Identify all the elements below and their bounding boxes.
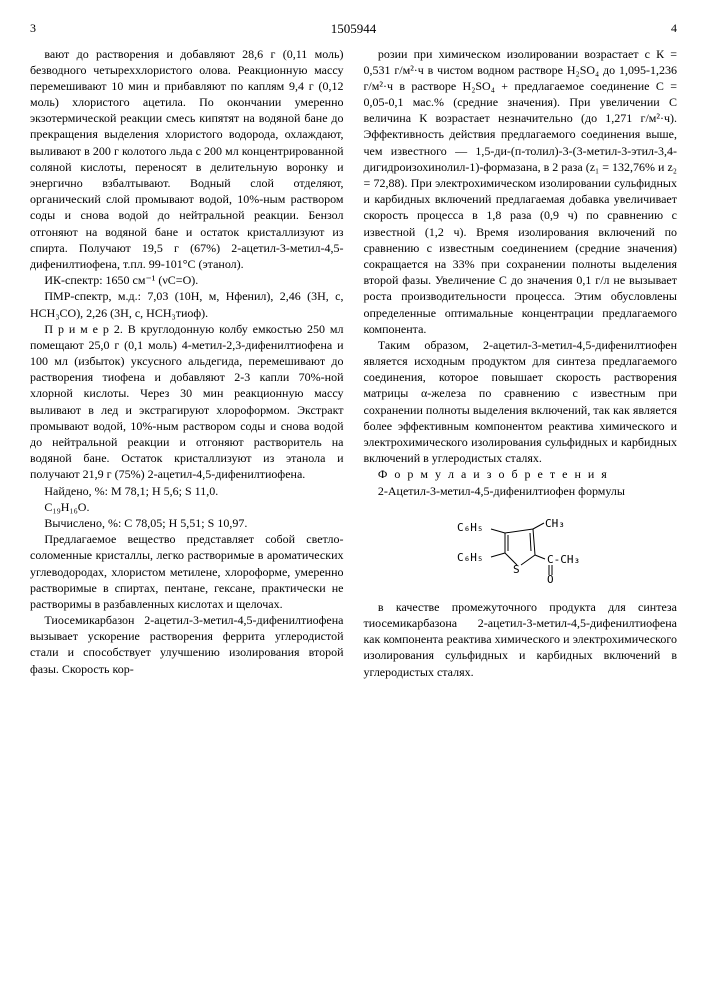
paragraph: 2-Ацетил-3-метил-4,5-дифенилтиофен форму…: [364, 483, 678, 499]
paragraph: вают до растворения и добавляют 28,6 г (…: [30, 46, 344, 273]
left-column: вают до растворения и добавляют 28,6 г (…: [30, 46, 344, 680]
paragraph: C₁₉H₁₆O.: [30, 499, 344, 515]
paragraph: Тиосемикарбазон 2-ацетил-3-метил-4,5-диф…: [30, 612, 344, 677]
label-coch3: C-CH₃: [547, 553, 580, 566]
page-header: 3 1505944 4: [30, 20, 677, 38]
paragraph: розии при химическом изолировании возрас…: [364, 46, 678, 337]
paragraph: ИК-спектр: 1650 см⁻¹ (νC=O).: [30, 272, 344, 288]
paragraph: ПМР-спектр, м.д.: 7,03 (10H, м, Hфенил),…: [30, 288, 344, 320]
patent-number: 1505944: [36, 20, 671, 38]
label-c6h5-1: C₆H₅: [457, 521, 484, 534]
page-number-right: 4: [671, 20, 677, 38]
label-ch3: CH₃: [545, 517, 565, 530]
formula-heading: Ф о р м у л а и з о б р е т е н и я: [364, 466, 678, 482]
paragraph: Вычислено, %: С 78,05; Н 5,51; S 10,97.: [30, 515, 344, 531]
label-c6h5-2: C₆H₅: [457, 551, 484, 564]
paragraph: Таким образом, 2-ацетил-3-метил-4,5-дифе…: [364, 337, 678, 467]
two-column-layout: вают до растворения и добавляют 28,6 г (…: [30, 46, 677, 680]
chemical-structure: C₆H₅ C₆H₅ CH₃ S C-CH₃ O: [364, 509, 678, 589]
thiophene-structure-svg: C₆H₅ C₆H₅ CH₃ S C-CH₃ O: [445, 509, 595, 589]
label-o: O: [547, 573, 554, 586]
paragraph: П р и м е р 2. В круглодонную колбу емко…: [30, 321, 344, 483]
right-column: розии при химическом изолировании возрас…: [364, 46, 678, 680]
paragraph: Предлагаемое вещество представляет собой…: [30, 531, 344, 612]
paragraph: в качестве промежуточного продукта для с…: [364, 599, 678, 680]
paragraph: Найдено, %: М 78,1; Н 5,6; S 11,0.: [30, 483, 344, 499]
